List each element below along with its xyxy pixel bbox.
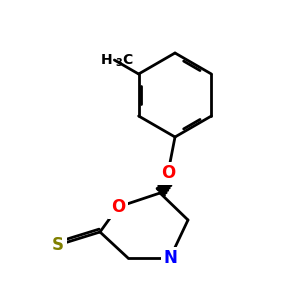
Text: S: S xyxy=(52,236,64,254)
Text: N: N xyxy=(163,249,177,267)
Text: H: H xyxy=(101,53,112,67)
Text: O: O xyxy=(161,164,175,182)
Text: C: C xyxy=(122,53,133,67)
Text: O: O xyxy=(111,198,125,216)
Text: 3: 3 xyxy=(116,58,122,68)
